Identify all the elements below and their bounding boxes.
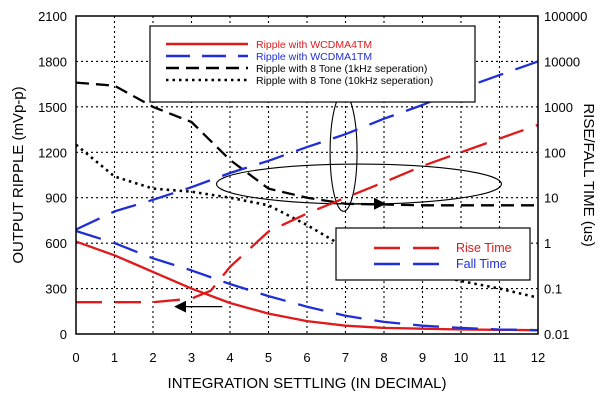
legend-label: Ripple with 8 Tone (1kHz seperation) [256,63,427,75]
x-tick-label: 3 [188,350,195,365]
y2-tick-label: 0.1 [544,282,562,297]
y-tick-label: 600 [45,236,67,251]
y-tick-label: 1800 [38,54,67,69]
x-tick-label: 7 [342,350,349,365]
x-axis-label: INTEGRATION SETTLING (IN DECIMAL) [168,375,447,392]
y2-tick-label: 10000 [544,54,580,69]
y2-tick-label: 10 [544,191,558,206]
y-tick-label: 300 [45,282,67,297]
x-tick-label: 0 [72,350,79,365]
x-tick-label: 12 [531,350,545,365]
y-axis-label: OUTPUT RIPPLE (mVp-p) [10,86,27,263]
y-tick-label: 1500 [38,100,67,115]
legend-label: Ripple with WCDMA4TM [256,39,372,51]
series-line [75,229,539,332]
x-tick-label: 8 [380,350,387,365]
x-tick-label: 4 [226,350,233,365]
x-tick-label: 10 [454,350,468,365]
series-line [75,81,538,207]
legend-rise-fall: Rise Time Fall Time [335,227,531,281]
x-tick-label: 6 [303,350,310,365]
y2-tick-label: 0.01 [544,327,569,342]
plot-frame [75,15,539,335]
legend-rise-fall-box [335,227,531,281]
series-line [76,123,539,304]
x-tick-label: 9 [419,350,426,365]
y-tick-label: 1200 [38,145,67,160]
legend-ripple-box [149,25,476,103]
x-tick-label: 11 [493,350,507,365]
legend-label: Fall Time [456,257,507,271]
legend-label: Ripple with 8 Tone (10kHz seperation) [256,75,433,87]
y2-tick-label: 1 [544,236,551,251]
y-tick-label: 900 [45,191,67,206]
legend-label: Ripple with WCDMA1TM [256,51,372,63]
y2-tick-label: 100000 [544,9,587,24]
y-tick-label: 2100 [38,9,67,24]
x-tick-label: 5 [265,350,272,365]
series-lines [75,60,539,332]
legend-label: Rise Time [456,241,512,255]
tick-labels: 0 1 2 3 4 5 6 7 8 9 10 11 12030060090012001500180021… [38,9,587,365]
x-tick-label: 1 [111,350,118,365]
y2-tick-label: 1000 [544,100,573,115]
annotations [215,92,502,212]
y2-axis-label: RISE/FALL TIME (us) [580,103,597,246]
y-tick-label: 0 [60,327,67,342]
y2-tick-label: 100 [544,145,566,160]
series-line [75,240,539,332]
x-tick-label: 2 [149,350,156,365]
annotation-ellipse [215,163,502,205]
